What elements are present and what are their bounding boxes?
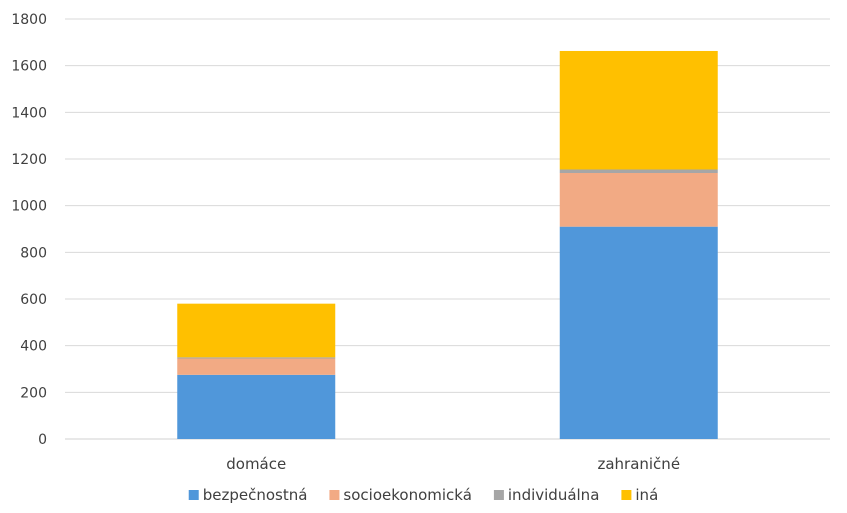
y-tick-label: 1000 (11, 199, 47, 215)
x-axis-category-labels: domáce zahraničné (226, 455, 680, 473)
legend-label: bezpečnostná (203, 486, 308, 504)
bar-segment (559, 169, 718, 173)
x-category-label: zahraničné (597, 455, 680, 473)
y-tick-label: 800 (20, 245, 47, 261)
x-category-label: domáce (226, 455, 286, 473)
bar-segment (177, 358, 336, 375)
y-tick-label: 600 (20, 292, 47, 308)
bar-segment (559, 173, 718, 227)
legend: bezpečnostná socioekonomická individuálna i… (188, 486, 658, 504)
bar-segment (177, 374, 336, 439)
legend-label: iná (635, 486, 658, 504)
y-axis-tick-labels: 0 200 400 600 800 1000 1200 1400 1600 1800 (11, 12, 47, 448)
legend-swatch (493, 490, 504, 500)
bar-segment (559, 50, 718, 170)
bar-segment (177, 357, 336, 359)
y-tick-label: 200 (20, 385, 47, 401)
legend-label: individuálna (508, 486, 600, 504)
legend-item: bezpečnostná (188, 486, 308, 504)
legend-item: socioekonomická (329, 486, 472, 504)
y-tick-label: 400 (20, 339, 47, 355)
y-tick-label: 1800 (11, 12, 47, 28)
bars (177, 50, 718, 439)
y-tick-label: 1200 (11, 152, 47, 168)
legend-swatch (621, 490, 632, 500)
y-tick-label: 0 (38, 432, 47, 448)
legend-item: iná (621, 486, 658, 504)
y-tick-label: 1600 (11, 59, 47, 75)
legend-item: individuálna (493, 486, 600, 504)
y-tick-label: 1400 (11, 105, 47, 121)
bar-segment (559, 226, 718, 439)
bar-segment (177, 303, 336, 358)
legend-swatch (329, 490, 340, 500)
legend-label: socioekonomická (343, 486, 471, 504)
legend-swatch (188, 490, 199, 500)
